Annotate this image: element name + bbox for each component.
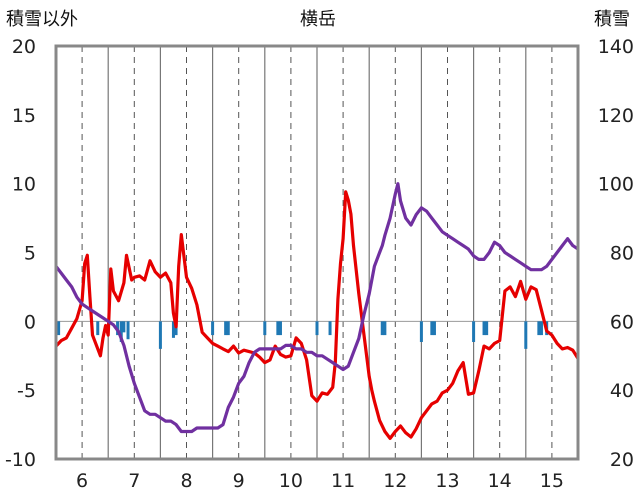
precip-bar: [328, 321, 332, 336]
precip-bar: [158, 321, 162, 349]
precip-bar: [380, 321, 384, 336]
precip-bar: [226, 321, 230, 336]
x-tick-label: 11: [331, 470, 355, 492]
precip-bar: [539, 321, 543, 336]
x-tick-label: 12: [383, 470, 407, 492]
x-tick-label: 8: [180, 470, 192, 492]
precip-bar: [537, 321, 541, 336]
precip-bar: [57, 321, 61, 336]
precip-bar: [119, 321, 123, 342]
precip-bar: [383, 321, 387, 336]
x-tick-label: 6: [76, 470, 88, 492]
precip-bar: [472, 321, 476, 342]
x-tick-label: 9: [233, 470, 245, 492]
y-right-tick-label: 40: [610, 380, 634, 402]
series-line-snow-depth: [54, 182, 579, 434]
x-tick-label: 13: [435, 470, 459, 492]
y-right-tick-label: 140: [598, 36, 634, 58]
y-right-tick-labels: 20 40 60 80 100 120 140: [598, 36, 634, 471]
precip-bar: [482, 321, 486, 336]
x-tick-label: 14: [488, 470, 512, 492]
precip-bar: [224, 321, 228, 336]
y-right-tick-label: 60: [610, 311, 634, 333]
y-left-tick-label: 20: [12, 36, 36, 58]
precip-bar: [278, 321, 282, 336]
x-tick-label: 15: [540, 470, 564, 492]
y-left-axis-label: 積雪以外: [6, 9, 78, 30]
precip-bar: [126, 321, 130, 340]
y-right-tick-label: 120: [598, 105, 634, 127]
precip-bar: [171, 321, 175, 338]
y-left-tick-label: 5: [24, 243, 36, 265]
y-right-tick-label: 20: [610, 449, 634, 471]
precip-bar: [430, 321, 434, 336]
precip-bar: [276, 321, 280, 336]
y-left-tick-labels: -10 -5 0 5 10 15 20: [5, 36, 36, 471]
x-tick-label: 7: [128, 470, 140, 492]
precip-bar: [263, 321, 267, 336]
precip-bar: [96, 321, 100, 336]
x-tick-labels: 6 7 8 9 10 11 12 13 14 15: [76, 470, 564, 492]
plot-frame: [54, 44, 580, 461]
precip-bar: [122, 321, 126, 333]
chart-title: 横岳: [300, 9, 336, 30]
y-left-tick-label: -5: [17, 380, 36, 402]
series-line-non-snow: [54, 190, 580, 440]
precip-bar: [315, 321, 319, 336]
precip-bar: [419, 321, 423, 342]
y-left-tick-label: 0: [24, 311, 36, 333]
precip-bar: [432, 321, 436, 336]
precip-bar: [524, 321, 528, 349]
precip-bar: [485, 321, 489, 336]
y-left-tick-label: 10: [12, 174, 36, 196]
y-left-tick-label: 15: [12, 105, 36, 127]
y-right-tick-label: 80: [610, 243, 634, 265]
y-right-tick-label: 100: [598, 174, 634, 196]
x-tick-label: 10: [279, 470, 303, 492]
y-left-tick-label: -10: [5, 449, 36, 471]
y-right-axis-label: 積雪: [594, 9, 630, 30]
precip-bar: [211, 321, 215, 336]
